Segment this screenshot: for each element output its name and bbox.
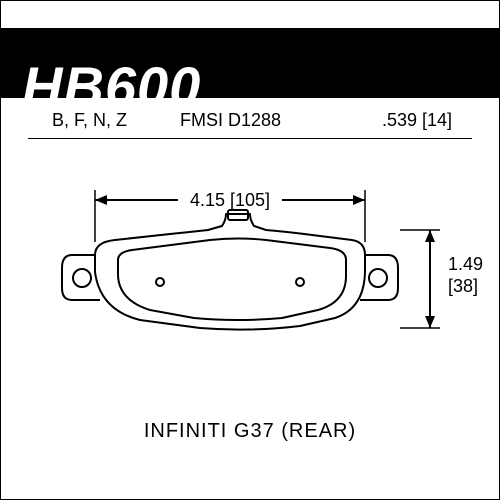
thickness-spec: .539 [14]	[382, 110, 452, 131]
application-caption: INFINITI G37 (REAR)	[0, 420, 500, 443]
width-mm-label: [105]	[230, 190, 270, 210]
height-dimension: 1.49 [38]	[400, 230, 483, 328]
pad-outline	[62, 210, 398, 330]
divider-line	[28, 138, 472, 139]
compounds-list: B, F, N, Z	[52, 110, 127, 131]
height-in-label: 1.49	[448, 254, 483, 274]
brake-pad-diagram: 4.15 [105]	[0, 160, 500, 390]
height-mm-label: [38]	[448, 276, 478, 296]
header-bar: HB600	[0, 28, 500, 98]
spec-row: B, F, N, Z FMSI D1288 .539 [14]	[0, 106, 500, 142]
svg-text:4.15 [105]: 4.15 [105]	[190, 190, 270, 210]
width-in-label: 4.15	[190, 190, 225, 210]
fmsi-code: FMSI D1288	[180, 110, 281, 131]
